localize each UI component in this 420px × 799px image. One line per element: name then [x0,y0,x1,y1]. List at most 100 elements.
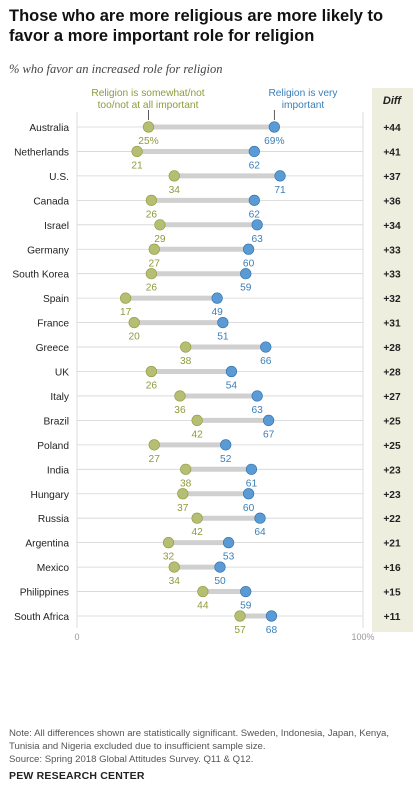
x-tick-label: 0 [74,632,79,642]
row-low-value-label: 26 [146,381,158,392]
row-diff-value: +28 [383,368,401,379]
row-diff-value: +15 [383,588,401,599]
row-diff-value: +23 [383,465,401,476]
row-high-value-label: 71 [274,185,286,196]
row-country-label: Germany [27,245,70,256]
dot-plot-chart: Diff Australia 25% 69% +44 Netherlands 21 62 +41… [12,88,413,642]
row-low-value-label: 32 [163,552,175,563]
row-high-value-label: 67 [263,429,275,440]
row-low-value-label: 42 [191,429,203,440]
chart-rows: Diff Australia 25% 69% +44 Netherlands 21 62 +41… [12,95,402,636]
row-diff-value: +32 [383,294,401,305]
row-low-dot [180,463,192,475]
footer-note: Note: All differences shown are statisti… [9,728,390,752]
chart-row: Australia 25% 69% +44 [29,121,401,147]
row-country-label: South Africa [14,612,69,623]
row-country-label: India [47,465,69,476]
legend-high-label: Religion is very [268,88,338,99]
chart-title: Those who are more religious are more li… [9,7,384,45]
chart-row: Italy 36 63 +27 [50,390,401,416]
chart-row: Canada 26 62 +36 [33,194,401,220]
row-low-dot [148,243,160,255]
row-country-label: U.S. [49,172,69,183]
row-high-value-label: 52 [220,454,232,465]
row-diff-value: +28 [383,343,401,354]
row-low-dot [168,561,180,573]
legend-low-label: Religion is somewhat/not [91,88,204,99]
row-country-label: Brazil [44,416,69,427]
row-high-dot [214,561,226,573]
row-country-label: Netherlands [14,147,69,158]
row-low-value-label: 21 [131,160,143,171]
row-high-value-label: 64 [254,527,266,538]
row-low-value-label: 34 [169,185,181,196]
row-country-label: Mexico [37,563,70,574]
row-country-label: Australia [29,123,69,134]
row-diff-value: +31 [383,319,401,330]
row-low-value-label: 36 [174,405,186,416]
row-country-label: Canada [33,196,69,207]
row-diff-value: +25 [383,416,401,427]
row-high-dot [268,121,280,133]
row-low-dot [131,145,143,158]
row-country-label: South Korea [12,270,69,281]
row-low-dot [148,439,160,451]
row-low-value-label: 26 [146,209,158,220]
row-high-dot [243,488,255,500]
row-high-dot [222,537,235,549]
brand-logo-text: PEW RESEARCH CENTER [9,770,145,782]
row-high-dot [225,365,238,378]
row-high-value-label: 59 [240,601,252,612]
row-diff-value: +22 [383,514,401,525]
row-high-dot [254,512,266,524]
row-low-dot [162,537,175,549]
row-low-value-label: 38 [180,356,192,367]
chart-row: Spain 17 49 +32 [43,292,401,318]
row-high-value-label: 49 [211,307,223,318]
row-high-dot [240,585,252,598]
row-country-label: Poland [37,441,69,452]
row-high-value-label: 63 [252,234,264,245]
diff-header: Diff [383,95,402,107]
row-country-label: Greece [36,343,70,354]
row-high-value-label: 63 [252,405,264,416]
chart-row: Russia 42 64 +22 [38,512,401,538]
row-diff-value: +11 [384,612,401,623]
row-high-value-label: 69% [264,136,284,147]
row-diff-value: +23 [383,490,401,501]
row-low-value-label: 27 [149,258,161,269]
row-diff-value: +25 [383,441,401,452]
chart-subtitle: % who favor an increased role for religi… [9,62,223,76]
chart-row: Germany 27 60 +33 [27,243,401,269]
diff-column-background [372,88,413,632]
row-low-value-label: 37 [177,503,189,514]
row-low-dot [168,170,180,182]
chart-row: Israel 29 63 +34 [44,219,401,245]
row-diff-value: +36 [383,196,401,207]
row-high-value-label: 68 [266,625,278,636]
row-high-dot [248,194,260,206]
row-low-dot [154,219,166,231]
chart-row: Netherlands 21 62 +41 [14,145,401,171]
row-diff-value: +41 [383,147,401,158]
row-diff-value: +27 [383,392,401,403]
chart-row: France 20 51 +31 [37,317,401,343]
chart-row: Argentina 32 53 +21 [25,537,401,563]
row-low-value-label: 25% [138,136,158,147]
row-low-dot [234,610,246,622]
row-high-dot [274,170,286,182]
row-high-value-label: 60 [243,258,255,269]
row-high-dot [240,268,252,280]
row-high-value-label: 60 [243,503,255,514]
row-low-value-label: 57 [234,625,246,636]
row-high-dot [220,439,232,451]
row-low-dot [197,585,209,598]
row-low-dot [191,512,203,524]
row-low-dot [128,317,140,329]
chart-row: UK 26 54 +28 [55,365,401,392]
row-low-value-label: 27 [149,454,161,465]
row-high-value-label: 54 [226,381,238,392]
row-low-value-label: 17 [120,307,132,318]
row-diff-value: +34 [383,221,401,232]
row-low-dot [120,292,132,304]
